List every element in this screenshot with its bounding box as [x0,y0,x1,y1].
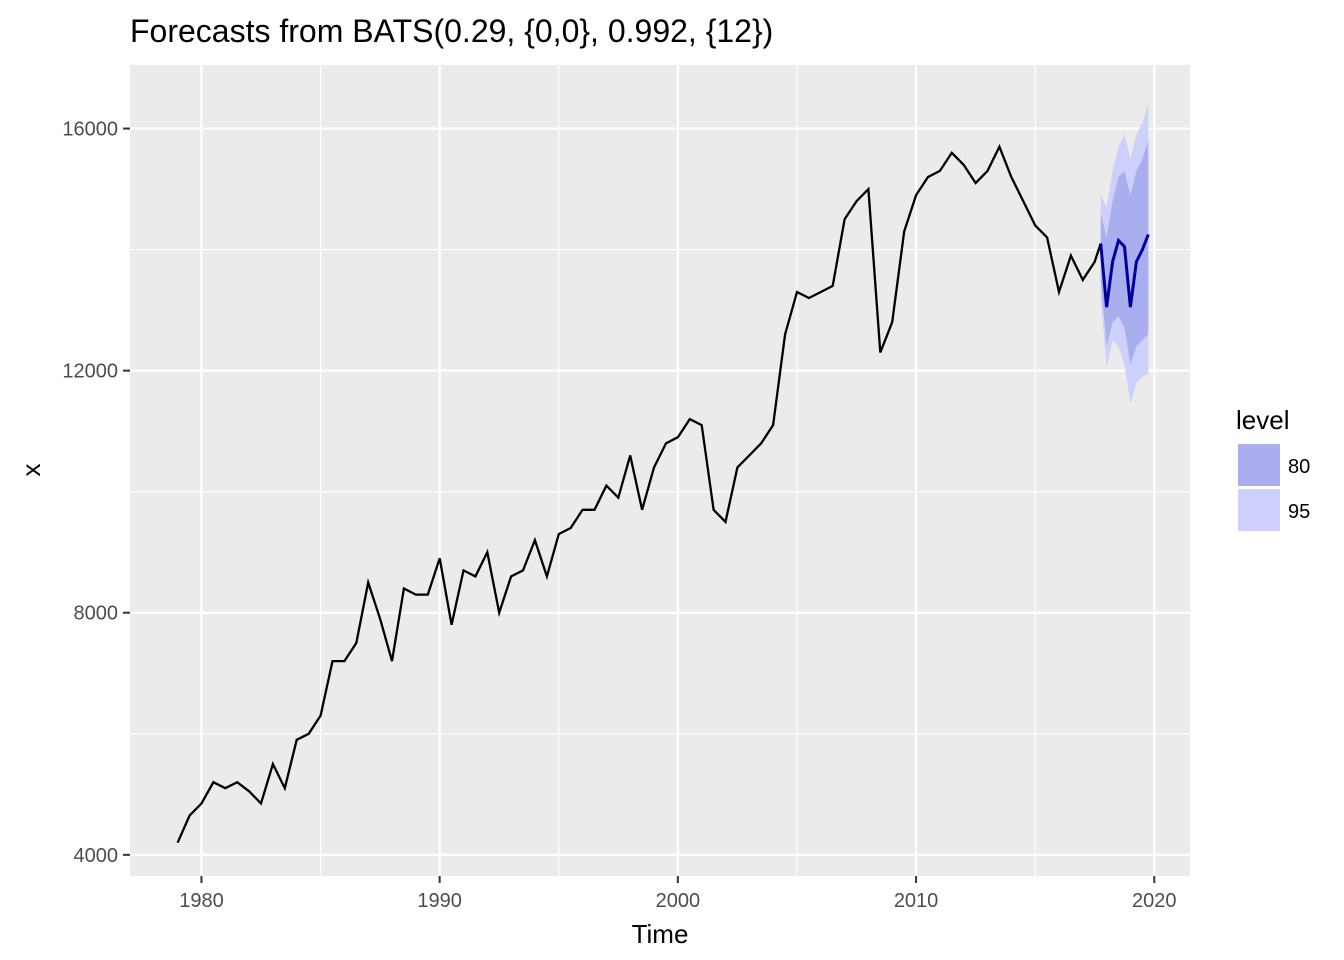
legend-title: level [1236,405,1289,435]
legend-swatch-80 [1238,444,1280,486]
y-tick-label: 8000 [74,603,119,625]
y-axis-title: x [16,464,46,477]
x-tick-label: 1990 [417,890,462,912]
chart-title: Forecasts from BATS(0.29, {0,0}, 0.992, … [130,13,773,49]
major-gridlines [130,65,1190,876]
forecast-series-line [1099,233,1150,308]
legend-swatch-95 [1238,489,1280,531]
legend-label-95: 95 [1288,501,1310,523]
x-axis-title: Time [632,919,689,949]
history-series-line [176,143,1102,844]
x-axis-ticks: 1980 1990 2000 2010 2020 [179,876,1177,912]
y-axis-ticks: 4000 8000 12000 16000 [62,119,130,867]
y-tick-label: 16000 [62,119,118,141]
x-tick-label: 2000 [656,890,701,912]
legend: level 80 95 [1236,405,1310,531]
plot-panel [130,65,1190,876]
y-tick-label: 4000 [74,845,119,867]
y-tick-label: 12000 [62,361,118,383]
x-tick-label: 2010 [894,890,939,912]
x-tick-label: 1980 [179,890,224,912]
x-tick-label: 2020 [1132,890,1177,912]
legend-label-80: 80 [1288,456,1310,478]
